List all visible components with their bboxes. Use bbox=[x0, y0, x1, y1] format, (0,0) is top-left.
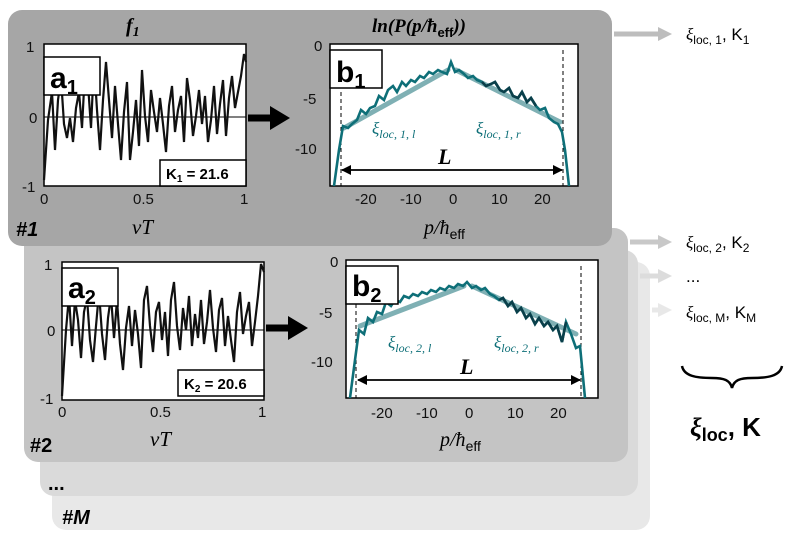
arrow-a2-to-b2 bbox=[266, 316, 308, 340]
plot-b2-fit-left bbox=[357, 283, 467, 329]
plot-b1-xtick-0: 0 bbox=[449, 191, 457, 208]
column-title-lnP: ln(P(p/ħeff)) bbox=[372, 16, 466, 40]
plot-b2-xtick-0: 0 bbox=[465, 405, 473, 422]
plot-b2-ytick-m10: -10 bbox=[311, 354, 333, 371]
plot-b2-ytick-m5: -5 bbox=[319, 305, 332, 322]
plot-a2-label-box bbox=[61, 267, 119, 307]
output-arrow-dots bbox=[640, 269, 672, 283]
plot-a1-xtick-0: 0 bbox=[40, 191, 48, 208]
plot-b1-xtick-m20: -20 bbox=[355, 191, 377, 208]
plot-b1-label-box bbox=[329, 49, 383, 89]
plot-b2-xi-right: ξloc, 2, r bbox=[494, 333, 539, 355]
plot-b2-xi-left: ξloc, 2, l bbox=[388, 333, 432, 355]
plot-b2-xtick-20: 20 bbox=[550, 405, 567, 422]
plot-a2-k-box bbox=[177, 369, 265, 397]
output-m-label: ξloc, M, KM bbox=[686, 303, 756, 325]
plot-a1-ytick-0: 0 bbox=[29, 110, 37, 127]
output-1-label: ξloc, 1, K1 bbox=[686, 25, 750, 47]
arrow-a1-to-b1 bbox=[248, 106, 290, 130]
plot-a2-xtick-05: 0.5 bbox=[150, 404, 171, 421]
plot-b2-xtick-m10: -10 bbox=[416, 405, 438, 422]
summary-label: ξloc, K bbox=[690, 412, 761, 445]
plot-a2-ytick-1: 1 bbox=[44, 257, 52, 274]
plot-a2-ytick-m1: -1 bbox=[40, 391, 53, 408]
plot-a1-k-box bbox=[159, 159, 247, 187]
plot-b1-fit-right bbox=[453, 67, 563, 125]
plot-b1-label: b1 bbox=[336, 56, 365, 93]
plot-a2: a2 K2 = 20.6 1 0 -1 0 0.5 1 νT bbox=[40, 257, 266, 451]
plot-a1-signal bbox=[42, 53, 248, 181]
plot-a2-k-value: K2 = 20.6 bbox=[184, 376, 247, 395]
plot-b2-distribution-dark-right bbox=[498, 296, 568, 343]
plot-b1-xtick-10: 10 bbox=[491, 191, 508, 208]
plot-b1-distribution-dark-right bbox=[481, 80, 538, 107]
plot-b1-fit-left bbox=[341, 67, 451, 131]
stack-dots-label: ... bbox=[48, 473, 65, 495]
plot-a2-label: a2 bbox=[68, 272, 96, 309]
stack-m-label: #M bbox=[62, 507, 91, 529]
plot-b2-L-label: L bbox=[459, 354, 473, 379]
plot-a1: a1 K1 = 21.6 1 0 -1 0 0.5 1 νT bbox=[22, 39, 248, 239]
plot-b2-label: b2 bbox=[352, 270, 381, 307]
plot-b1-ytick-0: 0 bbox=[314, 38, 322, 55]
plot-b2-xtick-10: 10 bbox=[507, 405, 524, 422]
panel-1-run-tag: #1 bbox=[16, 219, 38, 241]
plot-a1-label: a1 bbox=[50, 62, 78, 99]
output-arrow-m bbox=[652, 303, 672, 317]
plot-b1-ytick-m10: -10 bbox=[295, 141, 317, 158]
summary-brace bbox=[680, 365, 784, 389]
output-2-label: ξloc, 2, K2 bbox=[686, 233, 750, 255]
plot-a1-xlabel: νT bbox=[132, 215, 154, 239]
plot-b1-xlabel: p/ħeff bbox=[422, 217, 465, 242]
output-dots-label: ... bbox=[686, 267, 700, 286]
plot-b1-ytick-m5: -5 bbox=[303, 91, 316, 108]
plot-b2-xtick-m20: -20 bbox=[371, 405, 393, 422]
plot-a2-xlabel: νT bbox=[150, 427, 172, 451]
plot-b1: L ξloc, 1, l ξloc, 1, r b1 0 -5 -10 -20 … bbox=[295, 38, 579, 242]
plot-a1-k-value: K1 = 21.6 bbox=[166, 166, 229, 185]
plot-a2-signal bbox=[60, 263, 266, 397]
plot-a2-ytick-0: 0 bbox=[47, 323, 55, 340]
plot-b1-xtick-m10: -10 bbox=[400, 191, 422, 208]
plot-a1-xtick-1: 1 bbox=[240, 191, 248, 208]
plot-a1-ytick-1: 1 bbox=[26, 39, 34, 56]
panel-2: a2 K2 = 20.6 1 0 -1 0 0.5 1 νT #2 L bbox=[30, 254, 599, 457]
plot-b2-ytick-0: 0 bbox=[330, 254, 338, 271]
plot-b1-xi-left: ξloc, 1, l bbox=[372, 119, 416, 141]
panel-2-run-tag: #2 bbox=[30, 435, 52, 457]
column-title-f: f1 bbox=[126, 15, 140, 40]
output-arrow-2 bbox=[630, 235, 672, 249]
plot-b2-label-box bbox=[345, 265, 399, 305]
plot-a2-xtick-0: 0 bbox=[58, 404, 66, 421]
plot-a1-ytick-m1: -1 bbox=[22, 179, 35, 196]
panel-1: f1 ln(P(p/ħeff)) a1 K1 = 21.6 1 0 -1 0 0… bbox=[16, 15, 579, 242]
plot-a1-xtick-05: 0.5 bbox=[133, 191, 154, 208]
plot-b2-xlabel: p/ħeff bbox=[438, 429, 481, 454]
plot-b1-xtick-20: 20 bbox=[534, 191, 551, 208]
plot-a2-xtick-1: 1 bbox=[258, 404, 266, 421]
output-arrow-1 bbox=[614, 27, 672, 41]
plot-b1-L-label: L bbox=[437, 144, 451, 169]
plot-b2: L ξloc, 2, l ξloc, 2, r b2 0 -5 -10 -20 … bbox=[311, 254, 599, 454]
plot-a1-label-box bbox=[43, 56, 101, 96]
plot-b1-xi-right: ξloc, 1, r bbox=[476, 119, 521, 141]
